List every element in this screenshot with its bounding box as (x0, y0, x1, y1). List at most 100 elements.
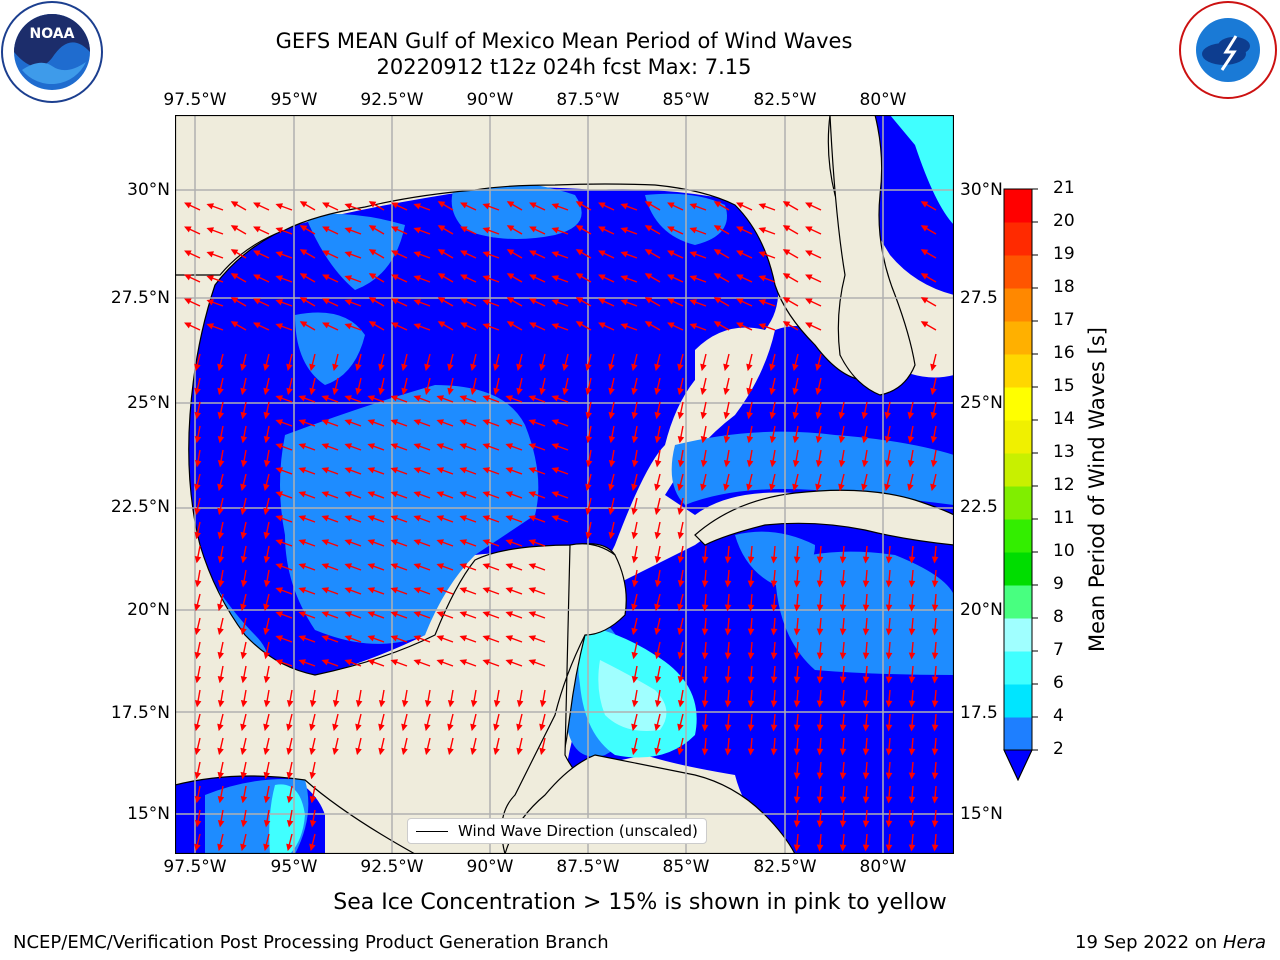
wave-direction-arrowhead (367, 491, 375, 498)
wave-direction-arrowhead (931, 844, 939, 852)
wave-direction-arrowhead (275, 395, 283, 402)
wave-direction-arrowhead (263, 771, 270, 780)
wave-direction-arrowhead (367, 419, 375, 426)
wave-direction-arrowhead (275, 299, 283, 306)
wave-direction-arrowhead (724, 628, 732, 636)
colorbar-label: Mean Period of Wind Waves [s] (1085, 327, 1109, 652)
wave-direction-arrowhead (217, 460, 225, 468)
colorbar-tick-label: 7 (1053, 640, 1064, 660)
wave-direction-arrowhead (528, 635, 536, 642)
wave-direction-arrowhead (482, 251, 490, 258)
wave-direction-arrowhead (585, 435, 593, 444)
footer-machine: Hera (1222, 932, 1266, 953)
wave-direction-arrowhead (689, 227, 697, 234)
wave-direction-arrowhead (194, 820, 202, 828)
wind-wave-arrows (184, 201, 939, 852)
wave-direction-arrowhead (631, 747, 638, 756)
wave-direction-arrowhead (770, 724, 778, 732)
wave-direction-arrowhead (654, 580, 662, 588)
wave-direction-arrowhead (390, 467, 398, 474)
wave-direction-arrowhead (701, 652, 709, 660)
wave-direction-arrowhead (839, 604, 847, 612)
wave-direction-arrowhead (344, 659, 352, 666)
wave-direction-arrowhead (263, 675, 271, 684)
wave-direction-arrowhead (505, 491, 513, 498)
wave-direction-arrowhead (482, 419, 490, 426)
wave-direction-arrowhead (598, 298, 606, 305)
wave-direction-arrowhead (482, 491, 490, 498)
wave-direction-arrowhead (598, 322, 606, 329)
wave-direction-arrowhead (309, 747, 316, 756)
wave-direction-arrowhead (793, 604, 801, 612)
wave-direction-arrowhead (816, 844, 824, 852)
wave-direction-arrowhead (861, 483, 868, 492)
wave-direction-arrowhead (677, 675, 685, 684)
wave-direction-arrowhead (700, 435, 708, 444)
wave-direction-arrowhead (677, 555, 685, 564)
wave-direction-arrowhead (700, 363, 707, 372)
wave-direction-arrowhead (770, 604, 778, 612)
wave-direction-arrowhead (816, 676, 824, 684)
wave-direction-arrowhead (667, 250, 675, 257)
lat-tick-left: 27.5°N (110, 288, 170, 308)
wave-direction-arrowhead (460, 226, 468, 233)
wave-direction-arrowhead (885, 772, 893, 780)
wave-direction-arrowhead (862, 652, 870, 660)
colorbar-tick-label: 2 (1053, 739, 1064, 759)
wave-direction-arrowhead (230, 225, 239, 232)
wave-direction-arrowhead (747, 724, 755, 732)
wave-direction-arrowhead (689, 251, 697, 258)
wave-direction-arrowhead (631, 580, 639, 588)
lat-tick-right: 30°N (960, 180, 1003, 200)
wave-direction-arrowhead (367, 395, 375, 402)
lon-tick-bottom: 97.5°W (163, 857, 227, 877)
wave-direction-arrowhead (321, 659, 329, 666)
wave-direction-arrowhead (585, 387, 592, 396)
wave-direction-arrowhead (677, 723, 684, 732)
wave-direction-arrowhead (736, 274, 744, 281)
wave-direction-arrowhead (654, 363, 661, 372)
wave-direction-arrowhead (608, 363, 615, 372)
wave-direction-arrowhead (769, 460, 777, 468)
lon-tick-top: 97.5°W (163, 90, 227, 110)
wave-direction-arrowhead (217, 700, 225, 708)
wave-direction-arrowhead (367, 515, 375, 522)
wave-direction-arrowhead (505, 443, 513, 450)
wave-direction-arrowhead (437, 225, 446, 232)
wave-direction-arrowhead (793, 628, 801, 636)
wave-direction-arrowhead (217, 627, 224, 636)
wave-direction-arrowhead (240, 363, 247, 372)
wave-direction-arrowhead (230, 321, 239, 328)
wave-direction-arrowhead (654, 531, 661, 540)
wave-direction-arrowhead (505, 659, 513, 666)
wave-direction-arrowhead (240, 555, 248, 564)
wave-direction-arrowhead (413, 275, 421, 282)
wave-direction-arrowhead (677, 411, 684, 420)
wave-direction-arrowhead (793, 676, 801, 684)
wave-direction-arrowhead (240, 747, 247, 756)
colorbar-tick-label: 15 (1053, 376, 1075, 396)
wave-direction-arrowhead (322, 322, 330, 329)
colorbar-tick-label: 8 (1053, 607, 1064, 627)
wave-direction-arrowhead (931, 556, 939, 564)
wave-direction-arrowhead (575, 225, 584, 232)
wave-direction-arrowhead (378, 700, 386, 708)
lon-tick-top: 90°W (466, 90, 514, 110)
wave-direction-arrowhead (885, 724, 893, 732)
wave-direction-arrowhead (724, 556, 732, 564)
wave-direction-arrowhead (217, 580, 225, 588)
wave-direction-arrowhead (506, 297, 515, 304)
wave-direction-arrowhead (275, 587, 283, 594)
wave-direction-arrowhead (459, 539, 467, 546)
wave-direction-arrowhead (884, 411, 891, 420)
wave-direction-arrowhead (930, 483, 937, 492)
wave-direction-arrowhead (920, 273, 929, 280)
wave-direction-arrowhead (505, 419, 513, 426)
wave-direction-arrowhead (506, 273, 515, 280)
colorbar-swatch (1004, 585, 1032, 619)
wave-direction-arrowhead (908, 820, 916, 828)
wave-direction-arrowhead (217, 771, 224, 780)
wave-direction-arrowhead (505, 587, 513, 594)
wave-direction-arrowhead (437, 201, 446, 208)
wave-direction-arrowhead (470, 363, 477, 372)
